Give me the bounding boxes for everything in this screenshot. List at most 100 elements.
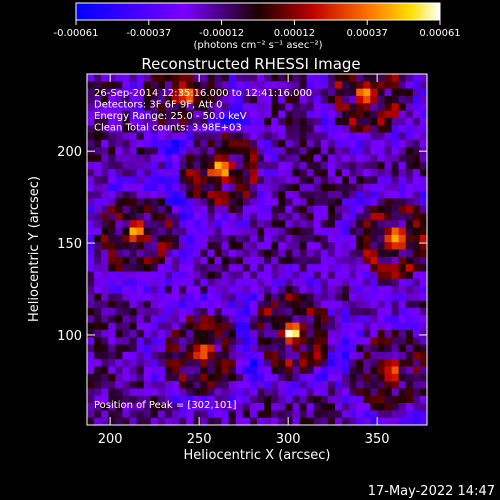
heatmap-cell <box>157 308 166 316</box>
heatmap-cell <box>264 278 272 287</box>
heatmap-cell <box>342 110 350 119</box>
heatmap-cell <box>150 176 159 184</box>
heatmap-cell <box>179 351 187 360</box>
heatmap-cell <box>101 249 109 258</box>
heatmap-cell <box>200 300 208 309</box>
heatmap-cell <box>264 198 272 206</box>
heatmap-cell <box>193 300 201 309</box>
heatmap-cell <box>235 81 244 89</box>
heatmap-cell <box>363 198 371 206</box>
heatmap-cell <box>214 388 222 397</box>
heatmap-cell <box>419 154 428 163</box>
heatmap-cell <box>200 271 208 280</box>
heatmap-cell <box>391 132 399 141</box>
x-tick-label: 300 <box>276 432 301 447</box>
heatmap-cell <box>370 183 378 192</box>
heatmap-cell <box>150 278 159 287</box>
heatmap-cell <box>327 191 336 199</box>
heatmap-cell <box>193 234 201 243</box>
heatmap-cell <box>412 198 421 206</box>
heatmap-cell <box>377 403 385 411</box>
heatmap-cell <box>278 249 286 258</box>
heatmap-cell <box>193 161 201 170</box>
heatmap-cell <box>285 176 293 184</box>
heatmap-cell <box>172 249 180 258</box>
heatmap-cell <box>108 286 116 294</box>
heatmap-cell <box>419 344 428 353</box>
heatmap-cell <box>164 110 173 119</box>
heatmap-cell <box>122 117 130 126</box>
heatmap-cell <box>349 139 357 148</box>
heatmap-cell <box>129 147 137 155</box>
heatmap-cell <box>143 103 152 111</box>
heatmap-cell <box>193 359 201 367</box>
heatmap-cell <box>115 264 123 272</box>
heatmap-cell <box>136 344 144 353</box>
heatmap-cell <box>136 315 144 323</box>
heatmap-cell <box>264 249 272 258</box>
heatmap-cell <box>235 286 244 294</box>
heatmap-cell <box>349 234 357 243</box>
heatmap-cell <box>363 417 371 426</box>
heatmap-cell <box>412 74 421 82</box>
heatmap-cell <box>342 366 350 375</box>
heatmap-cell <box>377 88 385 97</box>
heatmap-cell <box>356 117 364 126</box>
heatmap-cell <box>150 169 159 177</box>
heatmap-cell <box>122 110 130 119</box>
heatmap-cell <box>278 154 286 163</box>
heatmap-cell <box>108 117 116 126</box>
heatmap-cell <box>172 300 180 309</box>
heatmap-cell <box>249 161 258 170</box>
heatmap-cell <box>179 205 187 214</box>
heatmap-cell <box>370 322 378 331</box>
heatmap-cell <box>391 242 399 250</box>
heatmap-cell <box>122 139 130 148</box>
heatmap-cell <box>320 337 329 345</box>
heatmap-cell <box>384 359 392 367</box>
heatmap-cell <box>136 110 144 119</box>
heatmap-cell <box>405 373 414 382</box>
heatmap-cell <box>334 271 343 280</box>
heatmap-cell <box>157 132 166 141</box>
heatmap-cell <box>299 337 307 345</box>
heatmap-cell <box>257 410 265 418</box>
heatmap-cell <box>384 117 392 126</box>
heatmap-cell <box>349 212 357 221</box>
heatmap-cell <box>313 242 322 250</box>
heatmap-cell <box>228 161 237 170</box>
heatmap-cell <box>292 381 300 389</box>
heatmap-cell <box>384 81 392 89</box>
heatmap-cell <box>172 176 180 184</box>
heatmap-cell <box>349 191 357 199</box>
heatmap-cell <box>313 366 322 375</box>
heatmap-cell <box>101 322 109 331</box>
annotation-line: Clean Total counts: 3.98E+03 <box>94 123 242 134</box>
heatmap-cell <box>370 366 378 375</box>
heatmap-cell <box>157 315 166 323</box>
heatmap-cell <box>228 220 237 228</box>
heatmap-cell <box>94 88 102 97</box>
heatmap-cell <box>207 132 215 141</box>
heatmap-cell <box>207 103 215 111</box>
heatmap-cell <box>172 337 180 345</box>
heatmap-cell <box>242 264 251 272</box>
heatmap-cell <box>320 359 329 367</box>
heatmap-cell <box>342 351 350 360</box>
heatmap-cell <box>264 395 272 404</box>
heatmap-cell <box>115 300 123 309</box>
heatmap-cell <box>334 110 343 119</box>
heatmap-cell <box>221 95 229 104</box>
heatmap-cell <box>249 147 258 155</box>
heatmap-cell <box>193 329 201 338</box>
heatmap-cell <box>200 117 208 126</box>
heatmap-cell <box>264 139 272 148</box>
heatmap-cell <box>405 329 414 338</box>
heatmap-cell <box>299 176 307 184</box>
heatmap-cell <box>271 329 279 338</box>
heatmap-cell <box>306 125 314 133</box>
heatmap-cell <box>150 381 159 389</box>
heatmap-cell <box>115 169 123 177</box>
heatmap-cell <box>257 154 265 163</box>
heatmap-cell <box>419 351 428 360</box>
